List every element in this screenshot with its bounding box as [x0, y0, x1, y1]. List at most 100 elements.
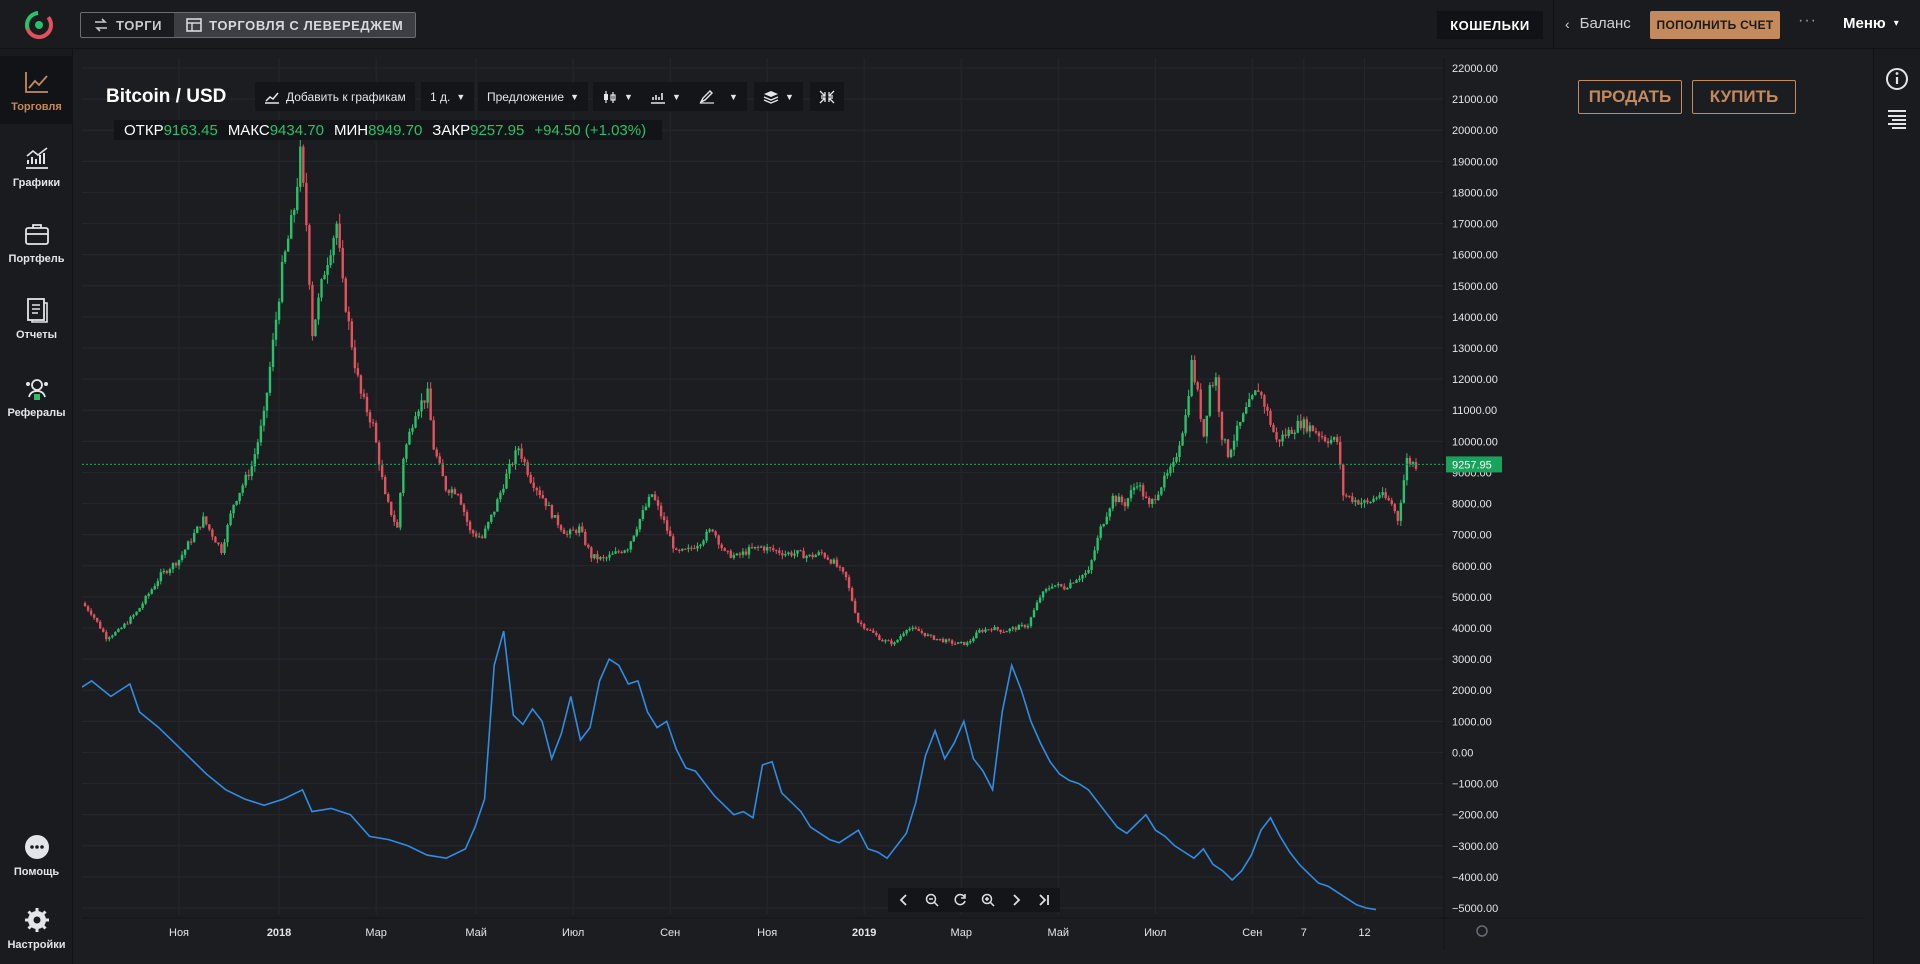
candle-body: [1072, 582, 1075, 584]
candle-body: [708, 529, 711, 532]
plot-background: [82, 58, 1444, 918]
charts-icon: [25, 146, 48, 169]
candle-body: [1272, 424, 1275, 433]
info-icon[interactable]: [1884, 66, 1910, 92]
candle-body: [926, 634, 930, 636]
candle-body: [186, 541, 190, 550]
sell-button[interactable]: ПРОДАТЬ: [1578, 80, 1682, 114]
candles-icon: [604, 90, 616, 103]
candle-body: [550, 505, 554, 518]
candle-body: [1260, 391, 1263, 396]
prev-button[interactable]: [892, 888, 916, 912]
indicators-dropdown[interactable]: ▼: [641, 82, 690, 111]
collapse-button[interactable]: [810, 82, 844, 111]
candle-body: [1120, 496, 1124, 503]
candle-body: [153, 585, 156, 590]
candle-body: [1299, 420, 1302, 429]
x-tick-label: Мар: [365, 927, 387, 939]
candle-body: [556, 515, 560, 526]
sidebar-item-charts[interactable]: Графики: [0, 132, 73, 200]
zoom-out-button[interactable]: [920, 888, 944, 912]
mode-trading-label: ТОРГИ: [116, 17, 163, 33]
interval-dropdown[interactable]: 1 д. ▼: [421, 82, 475, 111]
candle-body: [956, 642, 960, 644]
sidebar-item-reports[interactable]: Отчеты: [0, 284, 73, 352]
sidebar-item-help[interactable]: Помощь: [0, 821, 73, 889]
wallets-button[interactable]: КОШЕЛЬКИ: [1437, 11, 1543, 39]
y-tick-label: 21000.00: [1452, 94, 1498, 106]
candle-body: [180, 554, 184, 560]
axis-settings-icon[interactable]: [1476, 925, 1488, 937]
layers-dropdown[interactable]: ▼: [754, 82, 803, 111]
candle-body: [1105, 516, 1108, 525]
candle-body: [280, 261, 284, 302]
candle-body: [1308, 425, 1312, 432]
mode-trading[interactable]: ТОРГИ: [81, 13, 174, 37]
candle-body: [638, 519, 642, 530]
candle-body: [1178, 445, 1181, 458]
candle-body: [1269, 410, 1272, 425]
next-button[interactable]: [1004, 888, 1028, 912]
main-menu-button[interactable]: Меню ▾: [1843, 15, 1899, 32]
sidebar-item-referrals[interactable]: Рефералы: [0, 362, 73, 430]
logo-icon[interactable]: [24, 10, 54, 40]
help-chat-icon: [24, 834, 49, 859]
candle-body: [459, 494, 463, 505]
candle-body: [578, 526, 581, 533]
candle-body: [681, 548, 684, 551]
reset-button[interactable]: [948, 888, 972, 912]
candle-body: [177, 559, 181, 566]
candle-body: [462, 504, 466, 513]
candle-body: [1166, 473, 1169, 476]
candle-body: [765, 547, 769, 551]
candle-body: [735, 553, 739, 556]
mode-leverage[interactable]: ТОРГОВЛЯ С ЛЕВЕРЕДЖЕМ: [174, 13, 416, 37]
zoom-in-button[interactable]: [976, 888, 1000, 912]
sidebar-item-settings[interactable]: Настройки: [0, 894, 73, 962]
more-options-icon[interactable]: ···: [1798, 12, 1817, 29]
y-tick-label: 18000.00: [1452, 187, 1498, 199]
chart-area[interactable]: 22000.00 21000.00 20000.00 19000.00 18000.00…: [82, 58, 1864, 950]
candle-body: [568, 529, 572, 535]
price-type-dropdown[interactable]: Предложение ▼: [478, 82, 589, 111]
candle-body: [202, 516, 205, 528]
price-chart[interactable]: 22000.00 21000.00 20000.00 19000.00 18000.00…: [82, 58, 1864, 950]
candle-body: [356, 368, 360, 376]
candle-body: [441, 463, 444, 477]
x-tick-label: Ноя: [757, 927, 777, 939]
candle-body: [1254, 390, 1257, 396]
topup-button[interactable]: ПОПОЛНИТЬ СЧЕТ: [1650, 11, 1780, 39]
end-button[interactable]: [1032, 888, 1056, 912]
candle-body: [844, 571, 848, 578]
sidebar-item-portfolio[interactable]: Портфель: [0, 208, 73, 276]
sidebar-item-trading[interactable]: Торговля: [0, 56, 73, 124]
candle-body: [1138, 485, 1142, 487]
balance-toggle[interactable]: ‹ Баланс: [1565, 15, 1631, 32]
order-book-icon[interactable]: [1884, 106, 1910, 132]
add-to-charts-label: Добавить к графикам: [286, 89, 406, 104]
candle-body: [826, 557, 830, 560]
drawing-tools-dropdown[interactable]: ▼: [690, 82, 747, 111]
chart-type-dropdown[interactable]: ▼: [593, 82, 642, 111]
y-tick-label: 7000.00: [1452, 530, 1492, 542]
candle-body: [168, 569, 172, 573]
candle-body: [762, 546, 766, 551]
candle-body: [993, 627, 996, 631]
candle-body: [914, 627, 917, 630]
candle-body: [211, 529, 214, 537]
candle-body: [320, 279, 323, 298]
candle-body: [481, 536, 484, 538]
candle-body: [1378, 495, 1381, 498]
buy-button[interactable]: КУПИТЬ: [1692, 80, 1796, 114]
candle-body: [574, 530, 578, 533]
candle-body: [1329, 439, 1333, 444]
candle-body: [499, 492, 502, 500]
candle-body: [1284, 434, 1287, 436]
add-to-charts-button[interactable]: Добавить к графикам: [255, 82, 415, 111]
candle-body: [1169, 466, 1172, 474]
candle-body: [214, 536, 217, 543]
candle-body: [623, 550, 626, 553]
candle-body: [408, 431, 411, 445]
candle-body: [856, 612, 860, 623]
y-tick-label: 3000.00: [1452, 654, 1492, 666]
